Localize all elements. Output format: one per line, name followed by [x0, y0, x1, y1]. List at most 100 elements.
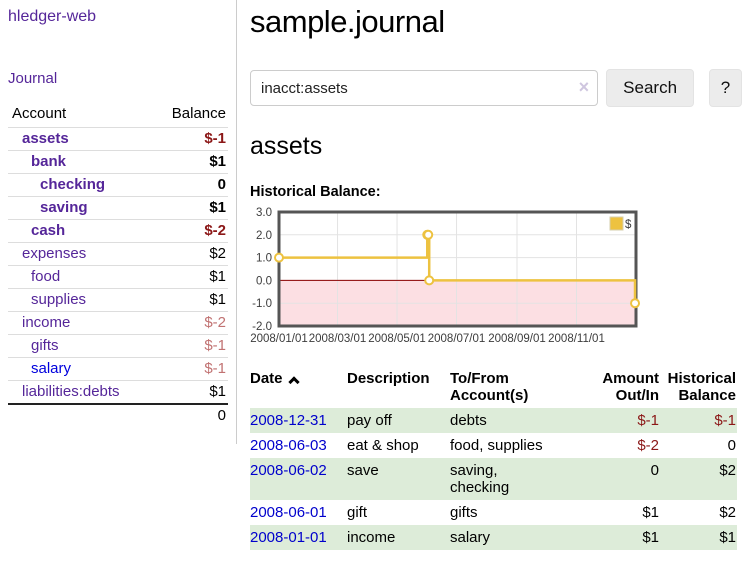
transaction-balance: $2 — [719, 504, 736, 521]
help-button[interactable]: ? — [709, 69, 742, 107]
sidebar-account-row: cash $-2 — [8, 219, 228, 243]
sidebar-account-balance: $1 — [209, 291, 226, 308]
svg-text:-2.0: -2.0 — [252, 321, 272, 333]
sidebar-account-link[interactable]: gifts — [31, 337, 59, 354]
transaction-balance: $-1 — [714, 412, 736, 429]
sidebar-account-balance: $-1 — [204, 130, 226, 147]
transaction-date-link[interactable]: 2008-12-31 — [250, 412, 327, 429]
transaction-date-link[interactable]: 2008-06-02 — [250, 462, 327, 479]
sidebar-account-balance: $1 — [209, 153, 226, 170]
sidebar-account-link[interactable]: expenses — [22, 245, 87, 262]
svg-text:2008/01/01: 2008/01/01 — [250, 333, 308, 345]
register-row: 2008-12-31 pay off debts $-1 $-1 — [250, 408, 737, 433]
main-content: sample.journal × Search ? assets Histori… — [250, 0, 742, 550]
svg-text:2008/03/01: 2008/03/01 — [309, 333, 367, 345]
register-row: 2008-06-01 gift gifts $1 $2 — [250, 500, 737, 525]
sidebar-account-row: food $1 — [8, 265, 228, 289]
svg-text:-1.0: -1.0 — [252, 298, 272, 310]
sidebar-account-row: saving $1 — [8, 196, 228, 220]
sidebar-account-link[interactable]: assets — [22, 130, 69, 147]
transaction-accounts: saving, checking — [450, 462, 510, 496]
search-button[interactable]: Search — [606, 69, 695, 107]
historical-balance-chart: $3.0 2.0 1.0 0.0 -1.0 -2.0 2008/01/01 2008/03/0… — [248, 207, 742, 351]
sidebar-account-row: bank $1 — [8, 150, 228, 174]
register-row: 2008-06-03 eat & shop food, supplies $-2 0 — [250, 433, 737, 458]
sidebar-account-balance: $1 — [209, 383, 226, 400]
transaction-amount: 0 — [650, 462, 659, 479]
sidebar-account-link[interactable]: salary — [31, 360, 72, 377]
register-table-body: 2008-12-31 pay off debts $-1 $-1 2008-06-03 ea… — [250, 408, 737, 550]
sidebar-account-balance: $-2 — [204, 314, 226, 331]
search-form: × Search ? — [250, 69, 742, 107]
svg-text:2008/05/01: 2008/05/01 — [368, 333, 426, 345]
account-column-header: Account — [12, 105, 67, 122]
transaction-balance: $1 — [719, 529, 736, 546]
account-heading: assets — [250, 132, 323, 160]
transaction-description: gift — [347, 504, 368, 521]
accounts-table-header: Account Balance — [8, 101, 228, 128]
accounts-total-spacer — [8, 404, 151, 427]
sidebar-account-row: expenses $2 — [8, 242, 228, 266]
sidebar-account-link[interactable]: saving — [40, 199, 88, 216]
accounts-total-row: 0 — [8, 404, 228, 427]
svg-text:3.0: 3.0 — [256, 207, 272, 219]
sidebar-account-link[interactable]: liabilities:debts — [22, 383, 120, 400]
historical-balance-label: Historical Balance: — [250, 184, 381, 200]
sidebar-account-balance: $1 — [209, 199, 226, 216]
sidebar-account-row: liabilities:debts $1 — [8, 380, 228, 405]
search-input[interactable] — [250, 70, 599, 106]
sidebar-account-balance: $-1 — [204, 360, 226, 377]
transaction-description: save — [347, 462, 379, 479]
svg-text:2.0: 2.0 — [256, 230, 272, 242]
register-row: 2008-01-01 income salary $1 $1 — [250, 525, 737, 550]
sidebar-account-link[interactable]: food — [31, 268, 61, 285]
transaction-accounts: gifts — [450, 504, 478, 521]
sidebar-account-link[interactable]: checking — [40, 176, 106, 193]
balance-column-header2: Historical Balance — [667, 370, 736, 404]
date-column-header[interactable]: Date — [250, 368, 347, 408]
description-column-header: Description — [347, 370, 430, 387]
balance-column-header: Balance — [171, 105, 226, 122]
sidebar-account-balance: $1 — [209, 268, 226, 285]
sidebar-account-balance: $2 — [209, 245, 226, 262]
sort-ascending-icon — [287, 376, 300, 388]
sidebar-account-link[interactable]: bank — [31, 153, 67, 170]
sidebar-account-link[interactable]: supplies — [31, 291, 87, 308]
sidebar-account-balance: 0 — [217, 176, 226, 193]
transaction-balance: 0 — [727, 437, 736, 454]
transaction-amount: $1 — [642, 529, 659, 546]
sidebar-account-row: checking 0 — [8, 173, 228, 197]
transaction-amount: $-2 — [637, 437, 659, 454]
sidebar-account-row: income $-2 — [8, 311, 228, 335]
register-header-row: Date Description To/From Account(s) Amou… — [250, 368, 737, 408]
sidebar-account-row: salary $-1 — [8, 357, 228, 381]
transaction-balance: $2 — [719, 462, 736, 479]
svg-text:2008/09/01: 2008/09/01 — [488, 333, 546, 345]
transaction-date-link[interactable]: 2008-06-03 — [250, 437, 327, 454]
accounts-table: Account Balance assets $-1 bank $1 checking 0… — [8, 101, 228, 427]
transaction-date-link[interactable]: 2008-06-01 — [250, 504, 327, 521]
transaction-description: pay off — [347, 412, 392, 429]
sidebar-account-row: supplies $1 — [8, 288, 228, 312]
page-title: sample.journal — [250, 4, 445, 39]
sidebar: hledger-web Journal Account Balance asse… — [0, 0, 236, 427]
svg-text:$: $ — [625, 219, 632, 231]
register-row: 2008-06-02 save saving, checking 0 $2 — [250, 458, 737, 500]
svg-text:0.0: 0.0 — [256, 275, 272, 287]
sidebar-account-link[interactable]: income — [22, 314, 71, 331]
svg-text:2008/07/01: 2008/07/01 — [428, 333, 486, 345]
search-box: × — [250, 70, 599, 106]
sidebar-account-balance: $-1 — [204, 337, 226, 354]
register-table: Date Description To/From Account(s) Amou… — [250, 368, 737, 550]
brand-link[interactable]: hledger-web — [8, 8, 97, 25]
sidebar-account-row: assets $-1 — [8, 127, 228, 151]
sidebar-account-link[interactable]: cash — [31, 222, 66, 239]
sidebar-item-journal[interactable]: Journal — [8, 70, 58, 87]
transaction-date-link[interactable]: 2008-01-01 — [250, 529, 327, 546]
svg-text:2008/11/01: 2008/11/01 — [548, 333, 605, 345]
transaction-accounts: salary — [450, 529, 491, 546]
svg-text:1.0: 1.0 — [256, 253, 272, 265]
sidebar-account-row: gifts $-1 — [8, 334, 228, 358]
clear-search-icon[interactable]: × — [578, 77, 590, 97]
